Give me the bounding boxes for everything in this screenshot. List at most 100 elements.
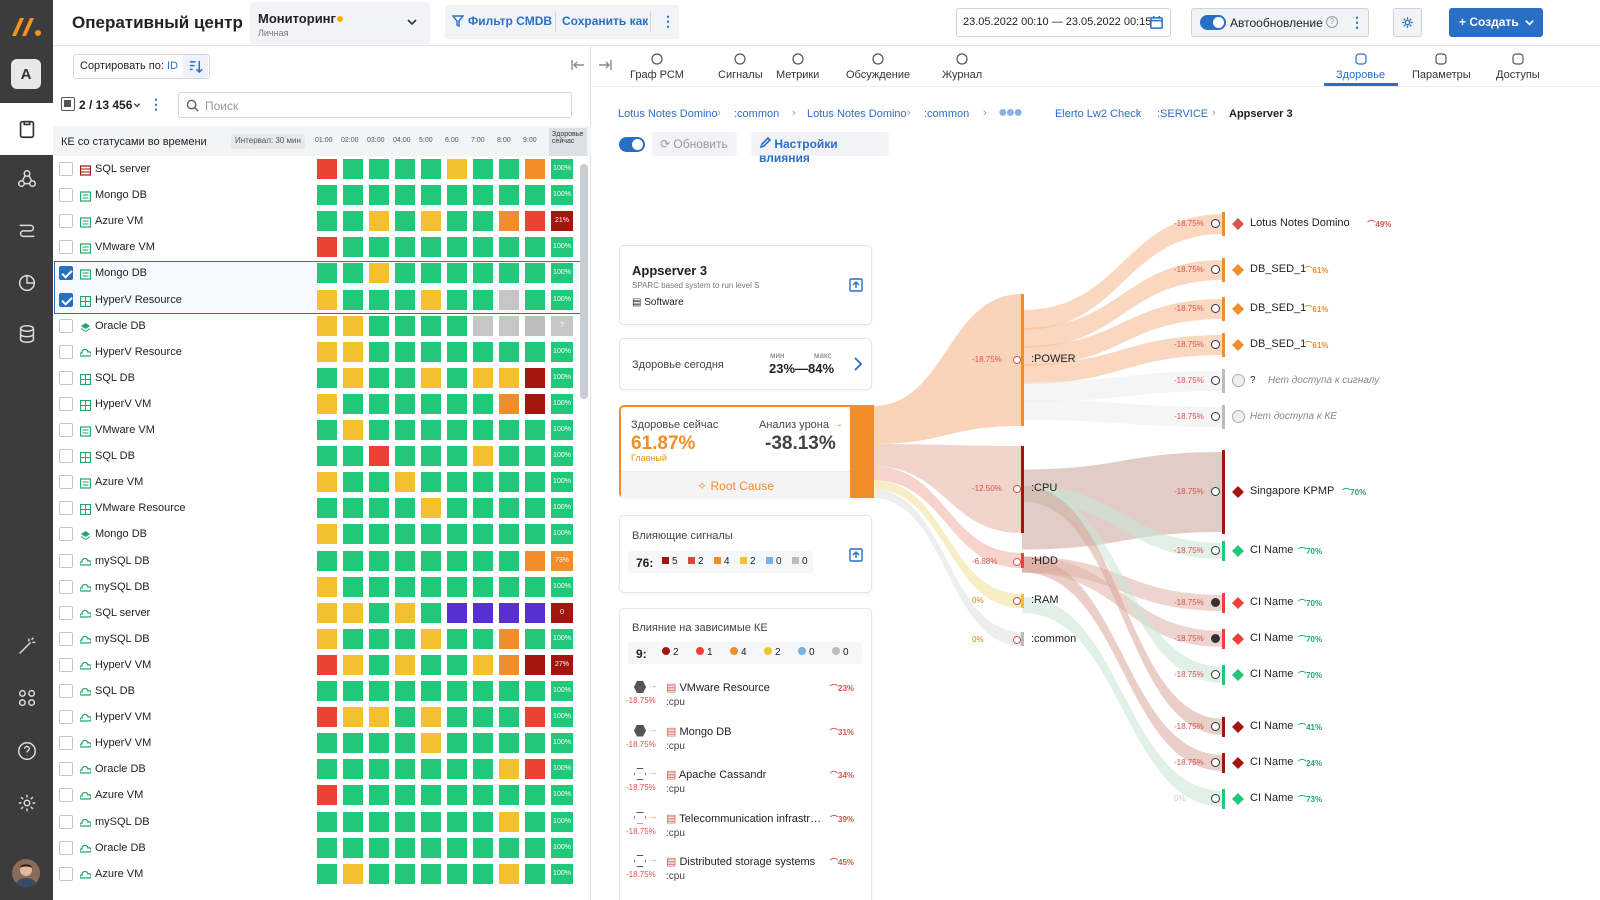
health-now-cell[interactable]: 100% — [551, 785, 573, 806]
row-name[interactable]: HyperV Resource — [95, 293, 182, 306]
signal-count[interactable]: 2 — [688, 556, 704, 567]
table-row[interactable]: SQL server 0 — [53, 600, 591, 626]
row-name[interactable]: Azure VM — [95, 476, 144, 489]
row-name[interactable]: Oracle DB — [95, 319, 146, 332]
status-cell[interactable] — [395, 420, 415, 440]
rail-item-magic[interactable] — [0, 624, 53, 668]
status-cell[interactable] — [317, 341, 337, 362]
row-name[interactable]: mySQL DB — [95, 580, 150, 593]
status-cell[interactable] — [421, 237, 441, 258]
table-row[interactable]: Mongo DB 100% — [53, 182, 591, 208]
tab-gauge[interactable]: Метрики — [776, 52, 819, 81]
status-cell[interactable] — [447, 289, 467, 310]
status-cell[interactable] — [369, 185, 389, 206]
status-cell[interactable] — [525, 159, 545, 179]
status-cell[interactable] — [525, 524, 545, 545]
auto-update-toggle[interactable] — [1200, 15, 1226, 30]
row-name[interactable]: VMware VM — [95, 424, 155, 436]
leaf-node[interactable] — [1211, 598, 1220, 607]
status-cell[interactable] — [421, 211, 441, 232]
status-cell[interactable] — [343, 393, 363, 414]
status-cell[interactable] — [395, 733, 415, 754]
status-cell[interactable] — [525, 837, 545, 858]
status-cell[interactable] — [317, 289, 337, 310]
status-cell[interactable] — [525, 576, 545, 597]
row-checkbox[interactable] — [59, 344, 73, 359]
leaf-node[interactable] — [1211, 265, 1220, 274]
status-cell[interactable] — [369, 289, 389, 310]
rail-item-help[interactable] — [0, 729, 53, 773]
status-cell[interactable] — [525, 785, 545, 806]
status-cell[interactable] — [421, 498, 441, 519]
table-row[interactable]: mySQL DB 100% — [53, 809, 591, 835]
breadcrumb-item[interactable]: :SERVICE — [1157, 108, 1209, 120]
filter-cmdb-button[interactable]: Фильтр CMDB — [468, 14, 553, 28]
leaf-label[interactable]: CI Name — [1250, 632, 1294, 644]
status-cell[interactable] — [421, 524, 441, 545]
leaf-node[interactable] — [1211, 794, 1220, 803]
status-cell[interactable] — [473, 420, 493, 440]
status-cell[interactable] — [343, 341, 363, 362]
status-cell[interactable] — [473, 785, 493, 806]
status-cell[interactable] — [369, 550, 389, 571]
dependent-count[interactable]: 0 — [798, 647, 815, 658]
rail-item-dashboard[interactable] — [0, 107, 53, 151]
status-cell[interactable] — [499, 185, 519, 206]
row-checkbox[interactable] — [59, 501, 73, 516]
status-cell[interactable] — [369, 733, 389, 754]
leaf-node[interactable] — [1211, 219, 1220, 228]
group-label[interactable]: :CPU — [1031, 482, 1058, 494]
status-cell[interactable] — [473, 263, 493, 284]
status-cell[interactable] — [343, 420, 363, 440]
row-checkbox[interactable] — [59, 240, 73, 255]
status-cell[interactable] — [395, 550, 415, 571]
status-cell[interactable] — [447, 602, 467, 623]
leaf-label[interactable]: CI Name — [1250, 596, 1294, 608]
status-cell[interactable] — [499, 367, 519, 388]
status-cell[interactable] — [473, 289, 493, 310]
status-cell[interactable] — [395, 159, 415, 179]
status-cell[interactable] — [343, 681, 363, 701]
row-name[interactable]: Oracle DB — [95, 841, 146, 854]
status-cell[interactable] — [447, 472, 467, 493]
row-checkbox[interactable] — [59, 814, 73, 829]
row-checkbox[interactable] — [59, 214, 73, 229]
row-checkbox[interactable] — [59, 657, 73, 672]
leaf-label[interactable]: Lotus Notes Domino — [1250, 217, 1350, 229]
signal-count[interactable]: 0 — [766, 556, 782, 567]
health-now-cell[interactable]: 21% — [551, 211, 573, 232]
status-cell[interactable] — [421, 446, 441, 467]
status-cell[interactable] — [473, 811, 493, 832]
table-row[interactable]: SQL DB 100% — [53, 365, 591, 391]
status-cell[interactable] — [395, 707, 415, 728]
status-cell[interactable] — [395, 472, 415, 493]
status-cell[interactable] — [525, 733, 545, 754]
status-cell[interactable] — [499, 420, 519, 440]
status-cell[interactable] — [421, 681, 441, 701]
status-cell[interactable] — [343, 263, 363, 284]
row-name[interactable]: SQL DB — [95, 371, 135, 384]
status-cell[interactable] — [369, 211, 389, 232]
status-cell[interactable] — [317, 315, 337, 336]
status-cell[interactable] — [447, 628, 467, 649]
table-row[interactable]: Azure VM 21% — [53, 208, 591, 234]
group-node[interactable] — [1013, 597, 1021, 605]
rail-item-reports[interactable] — [0, 261, 53, 305]
leaf-label[interactable]: Singapore KPMP — [1250, 485, 1335, 497]
status-cell[interactable] — [421, 341, 441, 362]
row-checkbox[interactable] — [59, 710, 73, 725]
table-row[interactable]: Mongo DB 100% — [53, 521, 591, 547]
status-cell[interactable] — [447, 367, 467, 388]
status-cell[interactable] — [447, 263, 467, 284]
status-cell[interactable] — [473, 367, 493, 388]
status-cell[interactable] — [499, 393, 519, 414]
status-cell[interactable] — [421, 289, 441, 310]
status-cell[interactable] — [317, 863, 337, 884]
status-cell[interactable] — [447, 237, 467, 258]
open-external-icon[interactable] — [849, 278, 863, 292]
status-cell[interactable] — [447, 393, 467, 414]
rail-item-database[interactable] — [0, 312, 53, 356]
row-name[interactable]: Azure VM — [95, 867, 144, 880]
status-cell[interactable] — [473, 707, 493, 728]
status-cell[interactable] — [343, 576, 363, 597]
